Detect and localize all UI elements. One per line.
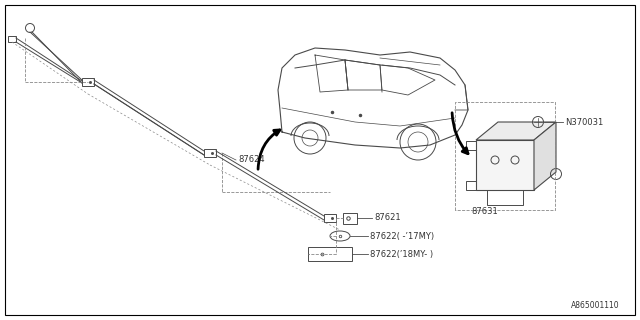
- Text: 87621: 87621: [374, 213, 401, 222]
- Text: N370031: N370031: [565, 117, 604, 126]
- Text: 87631: 87631: [471, 207, 498, 217]
- Text: 87622(’18MY- ): 87622(’18MY- ): [370, 250, 433, 259]
- Bar: [487, 190, 523, 205]
- Polygon shape: [476, 122, 556, 140]
- Bar: [466, 141, 476, 150]
- Text: 87624: 87624: [238, 156, 264, 164]
- Text: 87622( -’17MY): 87622( -’17MY): [370, 231, 434, 241]
- Bar: [476, 140, 534, 190]
- Polygon shape: [534, 122, 556, 190]
- Text: A865001110: A865001110: [572, 301, 620, 310]
- Bar: [466, 181, 476, 190]
